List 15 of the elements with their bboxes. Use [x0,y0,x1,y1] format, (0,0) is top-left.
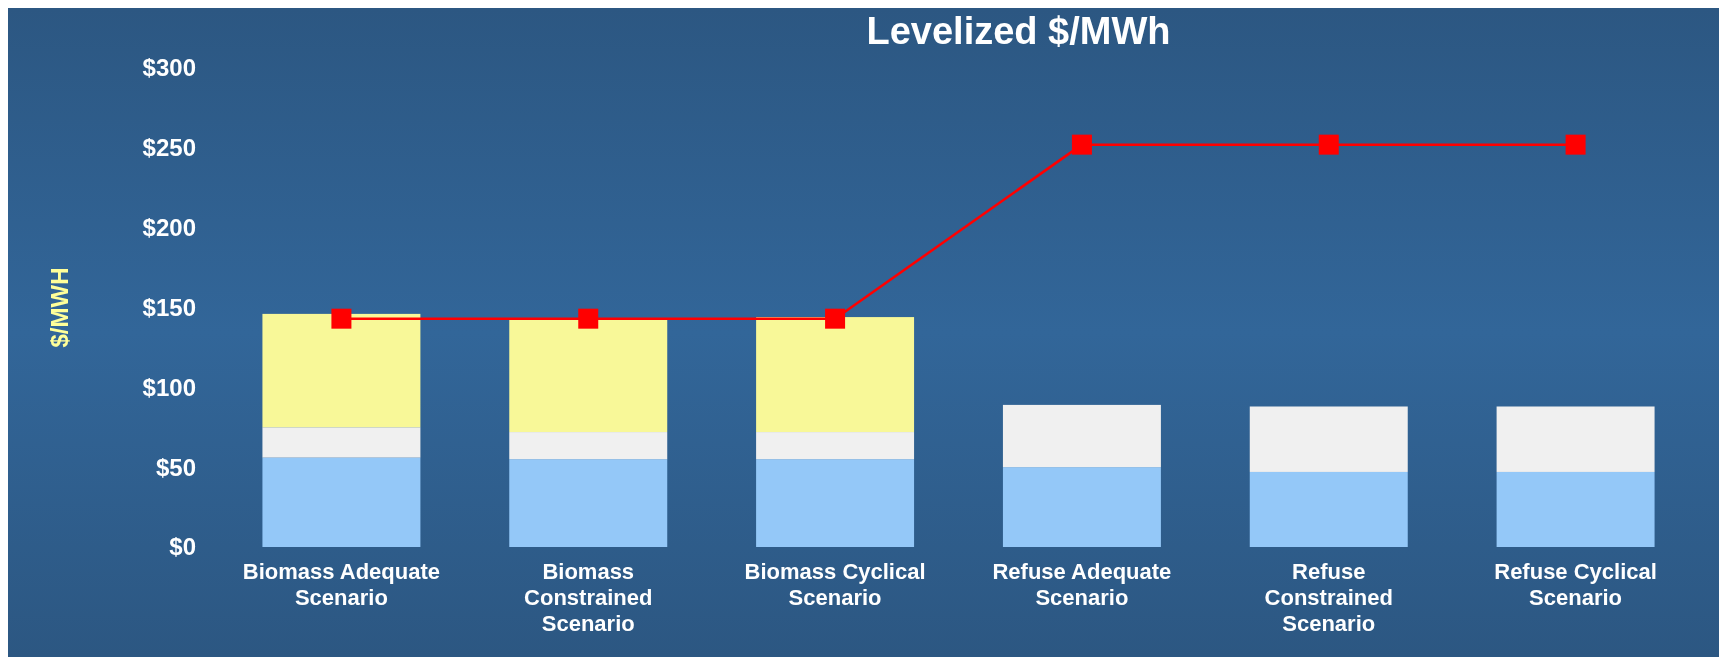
y-axis-title: $/MWH [46,267,73,348]
x-tick-label: Refuse Constrained Scenario [1264,559,1393,636]
y-tick-label: $50 [155,453,196,481]
x-tick-label: Biomass Adequate Scenario [242,559,441,610]
chart-title: Levelized $/MWh [866,10,1171,52]
y-tick-label: $150 [142,293,196,321]
x-tick-label: Refuse Adequate Scenario [992,559,1172,610]
y-tick-label: $250 [142,134,196,162]
y-tick-label: $0 [169,533,196,561]
x-tick-label: Biomass Cyclical Scenario [744,559,926,610]
x-tick-label: Refuse Cyclical Scenario [1494,559,1657,610]
x-tick-label: Biomass Constrained Scenario [524,559,653,636]
y-tick-label: $200 [142,214,196,242]
y-tick-label: $100 [142,373,196,401]
y-tick-label: $300 [142,54,196,82]
